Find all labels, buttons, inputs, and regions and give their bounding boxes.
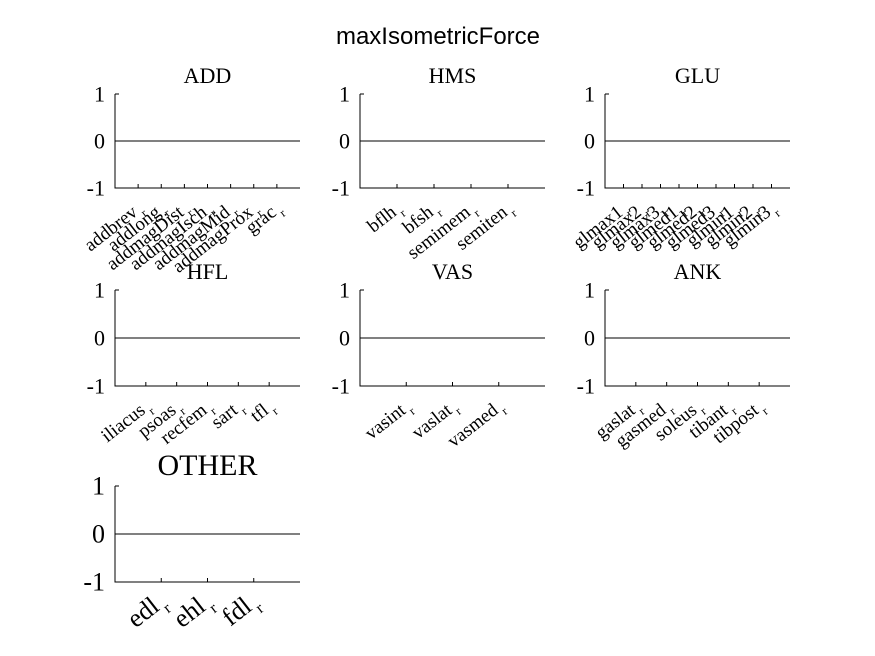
y-tick-label: 0 [584,128,595,153]
subplot-title: HFL [187,259,229,284]
y-tick-label: 1 [339,277,350,302]
x-tick-label: ehlr [168,585,222,638]
y-tick-label: -1 [87,373,105,398]
figure-title: maxIsometricForce [336,23,540,50]
x-tick-label: sartr [207,395,250,436]
subplot-title: ADD [184,63,232,88]
y-tick-label: -1 [87,175,105,200]
y-tick-label: 0 [92,520,105,549]
subplot-title: HMS [429,63,477,88]
y-tick-label: 0 [339,128,350,153]
y-tick-label: 0 [94,128,105,153]
x-tick-label: edlr [121,585,175,638]
y-tick-label: 0 [339,325,350,350]
y-tick-label: 1 [339,81,350,106]
y-tick-label: 1 [94,277,105,302]
x-tick-label: fdlr [216,585,267,636]
y-tick-label: -1 [332,373,350,398]
x-tick-label: vasintr [361,395,418,447]
y-tick-label: -1 [83,568,105,597]
y-tick-label: -1 [577,373,595,398]
subplot-ank: ANK10-1gaslatrgasmedrsoleusrtibantrtibpo… [577,259,790,452]
y-tick-label: 0 [584,325,595,350]
subplot-add: ADD10-1addbrevraddlongraddmagDistraddmag… [81,63,300,277]
subplot-title: ANK [674,259,722,284]
x-tick-label: tflr [246,395,280,429]
x-tick-label: gracr [242,197,289,241]
y-tick-label: -1 [332,175,350,200]
y-tick-label: 1 [92,472,105,501]
y-tick-label: 1 [584,81,595,106]
y-tick-label: 1 [94,81,105,106]
subplot-title: VAS [432,259,473,284]
y-tick-label: 0 [94,325,105,350]
subplot-title: OTHER [158,449,258,482]
y-tick-label: -1 [577,175,595,200]
subplot-title: GLU [675,63,720,88]
y-tick-label: 1 [584,277,595,302]
subplot-glu: GLU10-1glmax1rglmax2rglmax3rglmed1rglmed… [569,63,790,253]
